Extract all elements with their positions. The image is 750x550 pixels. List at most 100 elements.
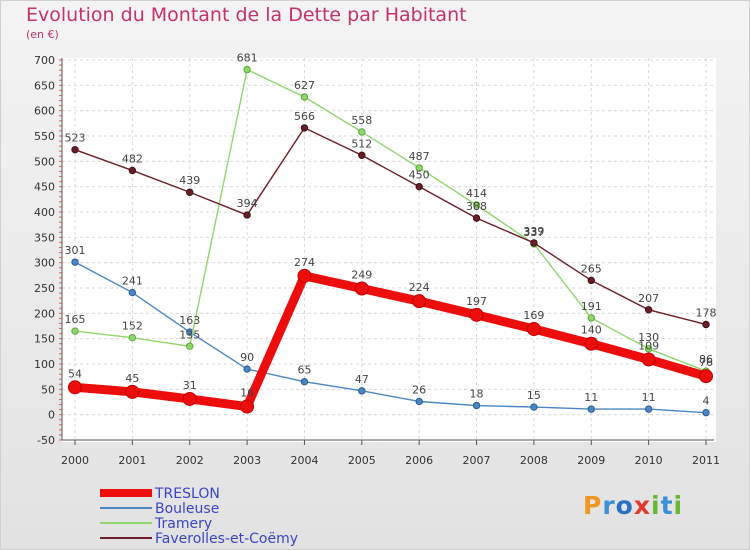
x-tick-label: 2005 — [348, 454, 376, 467]
data-label-treslon: 197 — [466, 295, 487, 308]
data-label-faverolles-et-co-my: 207 — [638, 292, 659, 305]
chart-unit: (en €) — [26, 28, 59, 41]
data-label-faverolles-et-co-my: 439 — [179, 174, 200, 187]
data-label-faverolles-et-co-my: 450 — [409, 169, 430, 182]
x-tick-label: 2010 — [635, 454, 663, 467]
data-point-bouleuse — [587, 405, 595, 413]
data-point-bouleuse — [358, 387, 366, 395]
data-label-treslon: 109 — [638, 339, 659, 352]
x-tick-label: 2003 — [233, 454, 261, 467]
y-tick-label: 450 — [34, 181, 55, 194]
data-point-faverolles-et-co-my — [702, 320, 710, 329]
data-point-treslon — [354, 281, 369, 296]
data-label-treslon: 45 — [125, 372, 139, 385]
data-point-faverolles-et-co-my — [71, 145, 79, 154]
data-label-tramery: 681 — [237, 52, 258, 65]
y-tick-label: 650 — [34, 79, 55, 92]
logo-letter: P — [583, 491, 603, 520]
legend-label: Faverolles-et-Coëmy — [155, 531, 298, 547]
data-label-bouleuse: 11 — [584, 391, 598, 404]
data-label-faverolles-et-co-my: 388 — [466, 200, 487, 213]
proxiti-logo: Proxiti — [583, 491, 683, 520]
data-label-tramery: 414 — [466, 187, 487, 200]
data-label-bouleuse: 163 — [179, 314, 200, 327]
data-point-tramery — [128, 333, 137, 342]
data-point-faverolles-et-co-my — [644, 306, 653, 314]
data-label-faverolles-et-co-my: 482 — [122, 152, 143, 165]
data-point-treslon — [584, 336, 599, 351]
data-label-faverolles-et-co-my: 566 — [294, 110, 315, 123]
x-tick-label: 2007 — [463, 454, 491, 467]
y-tick-label: 200 — [34, 307, 55, 320]
data-point-bouleuse — [702, 408, 710, 417]
data-point-tramery — [415, 164, 423, 172]
x-tick-label: 2000 — [61, 454, 89, 467]
y-tick-label: 400 — [34, 206, 55, 219]
data-point-tramery — [587, 314, 595, 322]
data-point-bouleuse — [71, 258, 79, 266]
logo-letter: i — [673, 491, 684, 520]
y-tick-label: 600 — [34, 105, 55, 118]
data-point-treslon — [641, 352, 656, 367]
data-point-bouleuse — [300, 378, 309, 386]
logo-letter: i — [651, 491, 661, 520]
legend-label: Bouleuse — [155, 501, 219, 517]
data-label-faverolles-et-co-my: 178 — [696, 306, 717, 319]
data-label-tramery: 191 — [581, 300, 602, 313]
data-point-faverolles-et-co-my — [587, 276, 595, 285]
data-point-faverolles-et-co-my — [243, 211, 251, 219]
data-point-treslon — [182, 391, 197, 406]
y-tick-label: 50 — [41, 383, 55, 396]
data-label-tramery: 165 — [65, 313, 86, 326]
data-label-treslon: 31 — [183, 379, 197, 392]
data-label-faverolles-et-co-my: 512 — [351, 137, 372, 150]
data-point-treslon — [412, 294, 427, 309]
y-tick-label: 500 — [34, 155, 55, 168]
data-point-tramery — [300, 93, 309, 101]
x-tick-label: 2011 — [692, 454, 720, 467]
data-label-treslon: 224 — [409, 281, 430, 294]
data-point-tramery — [71, 327, 79, 335]
data-point-treslon — [469, 307, 484, 322]
data-point-tramery — [358, 128, 366, 136]
data-label-bouleuse: 301 — [65, 244, 86, 257]
data-label-treslon: 16 — [240, 387, 254, 400]
x-tick-label: 2004 — [290, 454, 318, 467]
data-label-bouleuse: 90 — [240, 351, 254, 364]
x-tick-label: 2002 — [176, 454, 204, 467]
x-tick-label: 2008 — [520, 454, 548, 467]
data-point-tramery — [472, 201, 481, 209]
y-tick-label: 0 — [48, 409, 55, 422]
y-tick-label: 100 — [34, 358, 55, 371]
data-label-tramery: 337 — [523, 226, 544, 239]
y-tick-label: 250 — [34, 282, 55, 295]
data-labels: 301 241 163 90 65 47 26 18 15 11 11 4 165 152 135 681 62… — [65, 52, 717, 408]
logo-letter: t — [660, 491, 674, 520]
legend: TRESLONBouleuseTrameryFaverolles-et-Coëm… — [100, 486, 298, 547]
x-tick-label: 2001 — [118, 454, 146, 467]
data-point-faverolles-et-co-my — [530, 239, 538, 247]
data-point-tramery — [644, 345, 653, 353]
data-label-bouleuse: 11 — [642, 391, 656, 404]
data-label-tramery: 135 — [179, 328, 200, 341]
data-label-bouleuse: 241 — [122, 275, 143, 288]
data-point-faverolles-et-co-my — [300, 124, 309, 132]
data-label-faverolles-et-co-my: 339 — [523, 225, 544, 238]
chart-title: Evolution du Montant de la Dette par Hab… — [26, 4, 467, 26]
data-point-bouleuse — [415, 397, 423, 406]
data-point-bouleuse — [128, 288, 137, 297]
data-point-bouleuse — [530, 403, 538, 411]
data-label-tramery: 558 — [351, 114, 372, 127]
data-point-treslon — [526, 322, 541, 337]
legend-label: TRESLON — [154, 486, 220, 502]
data-point-tramery — [186, 342, 194, 350]
data-point-faverolles-et-co-my — [415, 182, 423, 191]
data-point-faverolles-et-co-my — [186, 188, 194, 196]
legend-label: Tramery — [154, 516, 212, 532]
y-tick-label: -50 — [37, 434, 55, 447]
data-point-bouleuse — [243, 365, 251, 373]
data-point-treslon — [699, 369, 713, 384]
data-label-faverolles-et-co-my: 265 — [581, 262, 602, 275]
data-label-treslon: 140 — [581, 324, 602, 337]
